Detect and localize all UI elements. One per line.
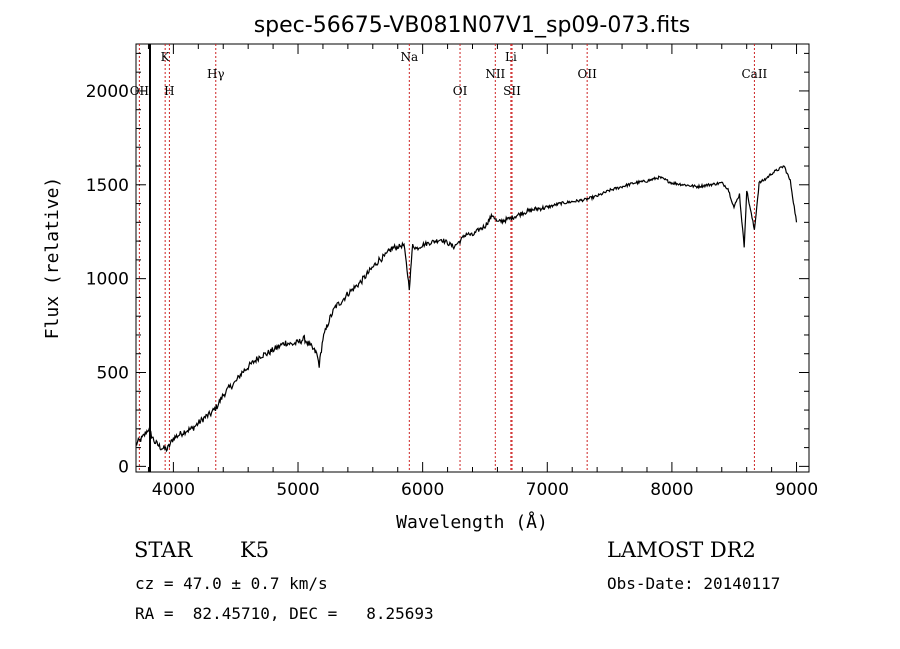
obs-date: Obs-Date: 20140117: [607, 574, 781, 593]
spectral-line-label: NII: [485, 67, 505, 81]
chart-title: spec-56675-VB081N07V1_sp09-073.fits: [254, 13, 691, 38]
redshift-readout: cz = 47.0 ± 0.7 km/s: [135, 574, 328, 593]
y-tick-label: 1000: [86, 270, 129, 290]
spectral-line-label: Li: [505, 50, 517, 64]
y-tick-label: 500: [97, 364, 129, 384]
y-tick-label: 1500: [86, 176, 129, 196]
spectrum-line: [135, 165, 798, 453]
spectral-line-label: K: [161, 50, 171, 64]
spectral-line-label: CaII: [741, 67, 767, 81]
spectral-line-label: SII: [503, 84, 521, 98]
object-class: STAR: [134, 538, 193, 562]
x-tick-label: 9000: [775, 480, 818, 500]
spectral-line-label: H: [164, 84, 174, 98]
subclass: K5: [240, 538, 270, 562]
x-tick-label: 8000: [650, 480, 693, 500]
spectral-line-label: Hγ: [207, 67, 225, 81]
y-axis-label: Flux (relative): [42, 177, 63, 340]
spectral-line-label: OI: [453, 84, 468, 98]
x-tick-label: 4000: [152, 480, 195, 500]
plot-frame: [135, 43, 810, 473]
x-tick-label: 5000: [276, 480, 319, 500]
spectral-line-label: Na: [400, 50, 418, 64]
spectral-line-label: OII: [577, 67, 597, 81]
coordinates: RA = 82.45710, DEC = 8.25693: [135, 604, 434, 623]
x-axis-label: Wavelength (Å): [396, 511, 548, 533]
x-tick-label: 6000: [401, 480, 444, 500]
axis-ticks: 4000 5000 6000 7000 8000 9000 0 500 1000 1500 2000: [86, 44, 818, 500]
survey-name: LAMOST DR2: [607, 538, 756, 562]
y-tick-label: 0: [118, 457, 129, 477]
x-tick-label: 7000: [526, 480, 569, 500]
y-tick-label: 2000: [86, 82, 129, 102]
